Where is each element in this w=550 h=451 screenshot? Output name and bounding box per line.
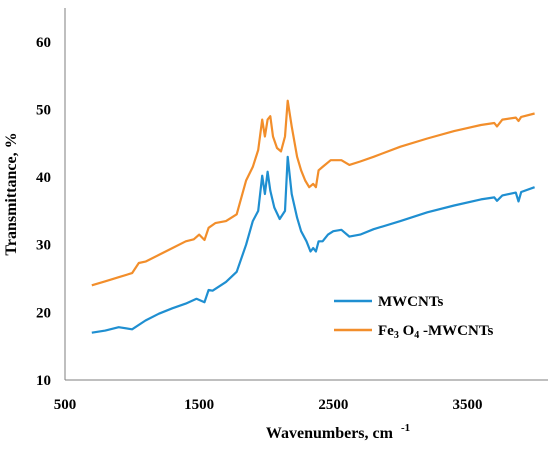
legend-label-1: Fe3 O4 -MWCNTs — [378, 323, 493, 341]
legend: MWCNTs Fe3 O4 -MWCNTs — [334, 294, 493, 341]
y-tick-label: 30 — [36, 238, 51, 254]
y-tick-label: 40 — [36, 170, 51, 186]
x-axis-title-superscript: -1 — [401, 422, 410, 434]
x-tick-labels: 500 1500 2500 3500 — [54, 397, 483, 413]
series-lines — [91, 99, 535, 334]
y-tick-label: 20 — [36, 305, 51, 321]
y-tick-labels: 10 20 30 40 50 60 — [36, 35, 51, 389]
x-axis-title-main: Wavenumbers, cm — [266, 425, 394, 442]
y-tick-label: 10 — [36, 373, 51, 389]
legend-label-part: 4 — [414, 330, 419, 341]
legend-label-0: MWCNTs — [378, 294, 443, 310]
x-axis-title: Wavenumbers, cm -1 — [266, 422, 410, 442]
series-line-0 — [91, 155, 535, 334]
legend-label-part: MWCNTs — [378, 294, 443, 310]
x-tick-label: 1500 — [184, 397, 214, 413]
legend-label-part: O — [399, 323, 414, 339]
axes — [64, 8, 548, 381]
x-tick-label: 2500 — [318, 397, 348, 413]
x-tick-label: 3500 — [453, 397, 483, 413]
y-tick-label: 60 — [36, 35, 51, 51]
y-axis-title: Transmittance, % — [3, 132, 20, 255]
x-tick-label: 500 — [54, 397, 77, 413]
legend-label-part: 3 — [394, 330, 399, 341]
series-line-1 — [91, 99, 535, 287]
legend-label-part: -MWCNTs — [419, 323, 493, 339]
legend-label-part: Fe — [378, 323, 394, 339]
y-tick-label: 50 — [36, 102, 51, 118]
